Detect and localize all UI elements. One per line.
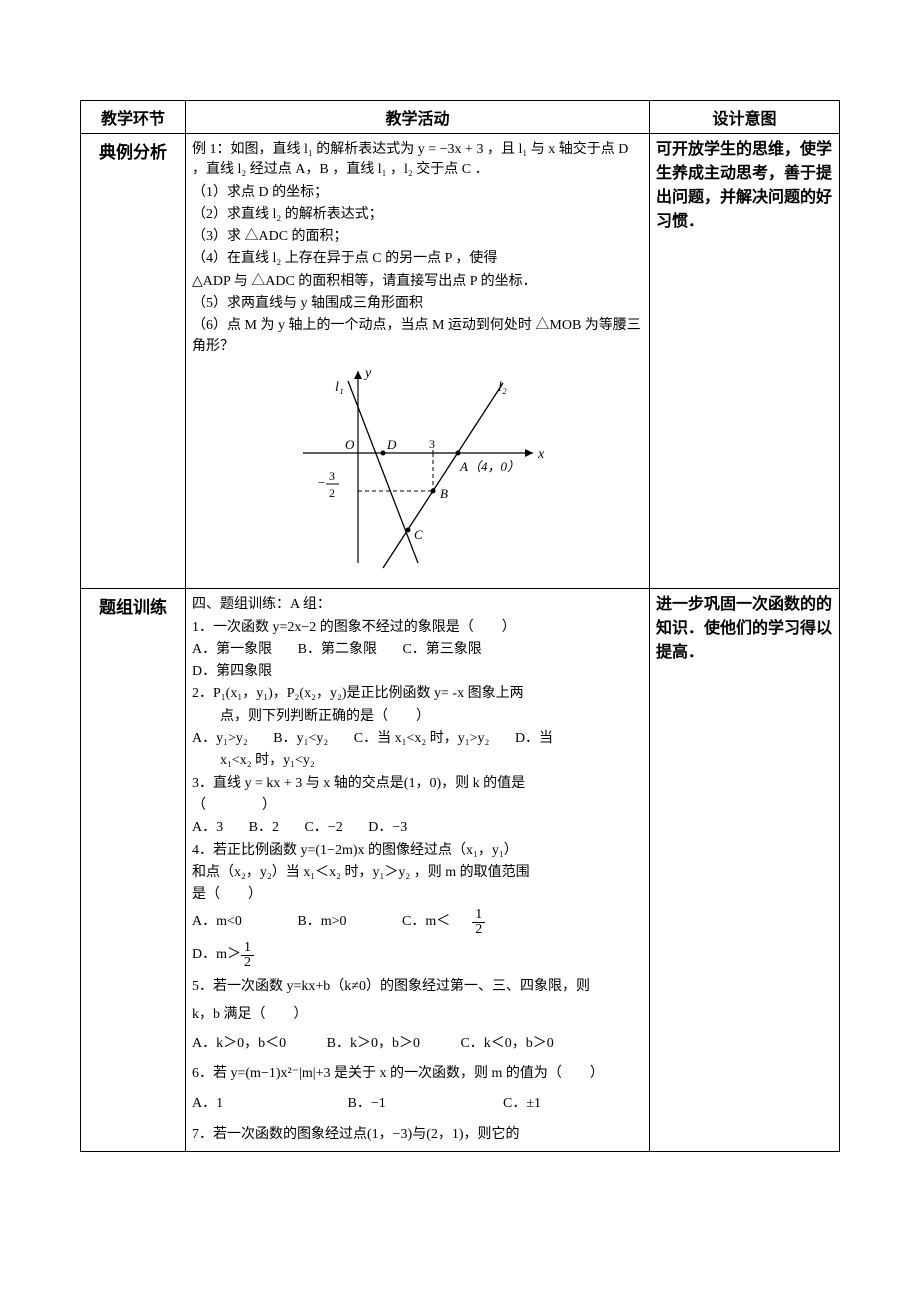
p2-B: B．y₁<y₂ (273, 729, 328, 749)
p1-D: D．第四象限 (192, 662, 643, 682)
p3-stem: 3．直线 y = kx + 3 与 x 轴的交点是(1，0)，则 k 的值是 (192, 774, 643, 794)
frac-den: 2 (472, 923, 485, 937)
frac-den2: 2 (241, 956, 254, 970)
point-D-label: D (386, 437, 397, 452)
point-D (380, 450, 385, 455)
y-axis-label: y (363, 366, 372, 381)
p1-A: A．第一象限 (192, 640, 272, 660)
frac-half-1: 12 (472, 908, 507, 937)
header-col1: 教学环节 (81, 101, 186, 134)
line-l2 (383, 383, 503, 568)
p4-D: D．m＞12 (192, 940, 643, 971)
p6-A: A．1 (192, 1094, 322, 1114)
example-q4a: （4）在直线 l₂ 上存在异于点 C 的另一点 P ，使得 (192, 249, 643, 269)
example-q6: （6）点 M 为 y 轴上的一个动点，当点 M 运动到何处时 △MOB 为等腰三… (192, 316, 643, 357)
point-B-label: B (440, 486, 448, 501)
p5-opts: A．k＞0，b＜0 B．k＞0，b＞0 C．k＜0，b＞0 (192, 1034, 643, 1054)
l1-label: l₁ (335, 380, 344, 395)
p2-stem-a: 2．P₁(x₁，y₁)，P₂(x₂，y₂)是正比例函数 y= -x 图象上两 (192, 684, 643, 704)
p3-D: D．−3 (368, 818, 407, 838)
p1-C: C．第三象限 (402, 640, 481, 660)
p4-C-prefix: C．m＜ (402, 907, 450, 938)
x-axis-arrow-icon (525, 449, 533, 457)
frac-num2: 1 (241, 941, 254, 956)
example-intro: 例 1：如图，直线 l₁ 的解析表达式为 y = −3x + 3 ，且 l₁ 与… (192, 140, 643, 181)
point-C-label: C (414, 527, 423, 542)
p3-B: B．2 (249, 818, 279, 838)
row1-label: 典例分析 (81, 134, 186, 589)
p5-B: B．k＞0，b＞0 (327, 1034, 420, 1054)
p7-stem: 7．若一次函数的图象经过点(1，−3)与(2，1)，则它的 (192, 1125, 643, 1145)
x-tick-3-label: 3 (429, 437, 435, 451)
y-axis-arrow-icon (354, 371, 362, 379)
l2-label: l₂ (498, 380, 507, 395)
header-col3: 设计意图 (650, 101, 840, 134)
page-container: 教学环节 教学活动 设计意图 典例分析 例 1：如图，直线 l₁ 的解析表达式为… (0, 0, 920, 1192)
row1-activity: 例 1：如图，直线 l₁ 的解析表达式为 y = −3x + 3 ，且 l₁ 与… (186, 134, 650, 589)
neg-prefix: − (318, 475, 325, 490)
example-q5: （5）求两直线与 y 轴围成三角形面积 (192, 294, 643, 314)
p4-D-prefix: D．m＞ (192, 947, 241, 962)
row2-activity: 四、题组训练：A 组： 1．一次函数 y=2x−2 的图象不经过的象限是（ ） … (186, 589, 650, 1152)
example-graph: x y O l₁ l₂ D 3 A（4， (192, 363, 643, 580)
p4-opts-line1: A．m<0 B．m>0 C．m＜ 12 (192, 907, 643, 938)
p2-C: C．当 x₁<x₂ 时，y₁>y₂ (354, 729, 490, 749)
ytick-den: 2 (329, 486, 335, 500)
p4-B: B．m>0 (297, 907, 346, 938)
p5-A: A．k＞0，b＜0 (192, 1034, 286, 1054)
p3-paren: （ ） (192, 796, 643, 816)
p1-B: B．第二象限 (298, 640, 377, 660)
p4-l3: 是（ ） (192, 885, 643, 905)
point-C (405, 527, 410, 532)
p1-stem: 1．一次函数 y=2x−2 的图象不经过的象限是（ ） (192, 618, 643, 638)
row2-design: 进一步巩固一次函数的的知识．使他们的学习得以提高． (650, 589, 840, 1152)
row2-label: 题组训练 (81, 589, 186, 1152)
x-axis-label: x (537, 447, 545, 462)
p6-C: C．±1 (503, 1094, 541, 1114)
p2-D-a: D．当 (515, 729, 553, 749)
p3-A: A．3 (192, 818, 223, 838)
header-col2: 教学活动 (186, 101, 650, 134)
row1-design: 可开放学生的思维，使学生养成主动思考，善于提出问题，并解决问题的好习惯． (650, 134, 840, 589)
section-title: 四、题组训练：A 组： (192, 595, 643, 615)
p2-opts: A．y₁>y₂ B．y₁<y₂ C．当 x₁<x₂ 时，y₁>y₂ D．当 (192, 729, 643, 749)
lesson-table: 教学环节 教学活动 设计意图 典例分析 例 1：如图，直线 l₁ 的解析表达式为… (80, 100, 840, 1152)
point-A (455, 450, 460, 455)
p1-opts-line1: A．第一象限 B．第二象限 C．第三象限 (192, 640, 643, 660)
frac-half-2: 12 (241, 941, 254, 970)
p3-opts: A．3 B．2 C．−2 D．−3 (192, 818, 643, 838)
p3-C: C．−2 (304, 818, 342, 838)
p4-l1: 4．若正比例函数 y=(1−2m)x 的图像经过点（x₁，y₁） (192, 841, 643, 861)
example-q3: （3）求 △ADC 的面积； (192, 227, 643, 247)
p6-opts: A．1 B．−1 C．±1 (192, 1094, 643, 1114)
p4-C: C．m＜ 12 (402, 907, 529, 938)
header-row: 教学环节 教学活动 设计意图 (81, 101, 840, 134)
p4-A: A．m<0 (192, 907, 242, 938)
example-q4b: △ADP 与 △ADC 的面积相等，请直接写出点 P 的坐标． (192, 272, 643, 292)
graph-svg: x y O l₁ l₂ D 3 A（4， (288, 363, 548, 573)
p2-A: A．y₁>y₂ (192, 729, 248, 749)
example-q1: （1）求点 D 的坐标； (192, 183, 643, 203)
p6-stem: 6．若 y=(m−1)x²⁻|m|+3 是关于 x 的一次函数，则 m 的值为（… (192, 1064, 643, 1084)
p6-B: B．−1 (348, 1094, 478, 1114)
row-example-analysis: 典例分析 例 1：如图，直线 l₁ 的解析表达式为 y = −3x + 3 ，且… (81, 134, 840, 589)
p4-l2: 和点（x₂，y₂）当 x₁＜x₂ 时，y₁＞y₂ ，则 m 的取值范围 (192, 863, 643, 883)
p5-stem: 5．若一次函数 y=kx+b（k≠0）的图象经过第一、三、四象限，则 (192, 977, 643, 997)
p2-D-b: x₁<x₂ 时，y₁<y₂ (192, 751, 643, 771)
p5-C: C．k＜0，b＞0 (460, 1034, 553, 1054)
p5-l2: k，b 满足（ ） (192, 1005, 643, 1025)
example-q2: （2）求直线 l₂ 的解析表达式； (192, 205, 643, 225)
origin-label: O (345, 437, 355, 452)
ytick-num: 3 (329, 469, 335, 483)
row-practice: 题组训练 四、题组训练：A 组： 1．一次函数 y=2x−2 的图象不经过的象限… (81, 589, 840, 1152)
frac-num: 1 (472, 908, 485, 923)
p2-stem-b: 点，则下列判断正确的是（ ） (192, 707, 643, 727)
point-A-label: A（4，0） (459, 459, 520, 474)
